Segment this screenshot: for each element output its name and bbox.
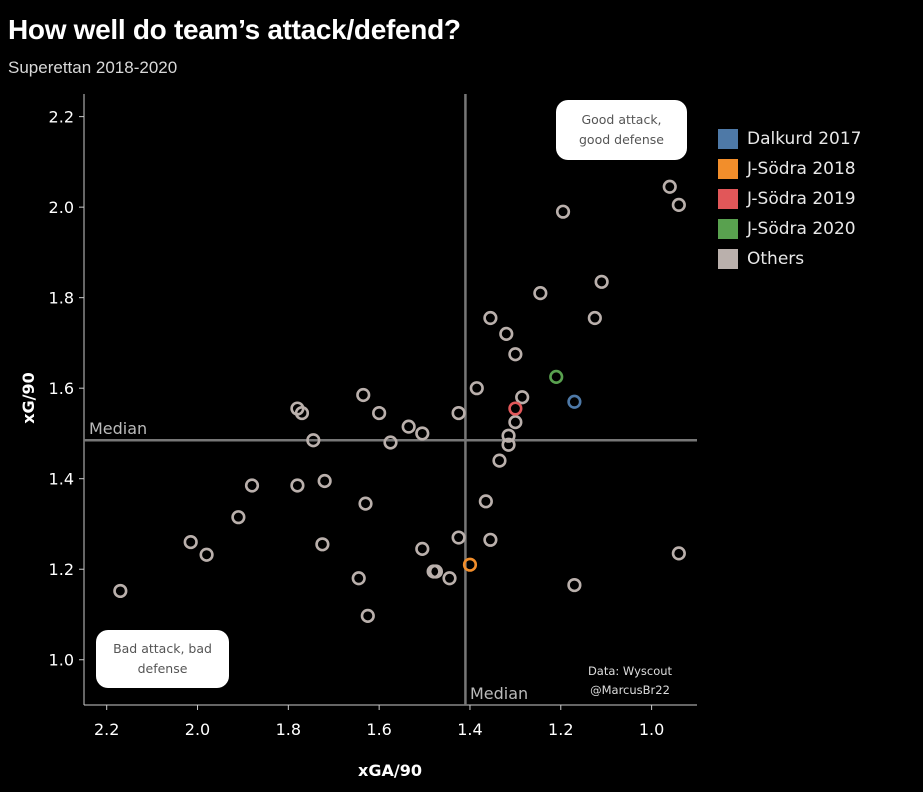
data-point[interactable]: [231, 510, 246, 525]
chart-subtitle: Superettan 2018-2020: [8, 58, 178, 77]
data-point[interactable]: [555, 204, 571, 219]
x-tick-label: 1.2: [548, 720, 573, 739]
y-tick-label: 2.2: [49, 108, 74, 127]
source-line: Data: Wyscout: [587, 664, 673, 678]
legend-swatch: [718, 249, 738, 269]
legend-swatch: [718, 219, 738, 239]
x-tick-label: 1.0: [639, 720, 664, 739]
data-point[interactable]: [358, 496, 373, 511]
data-point[interactable]: [671, 197, 686, 212]
author-line: @MarcusBr22: [590, 683, 670, 697]
x-tick-label: 2.2: [94, 720, 119, 739]
y-tick-label: 1.6: [49, 379, 74, 398]
chart-title: How well do team’s attack/defend?: [8, 14, 461, 45]
data-point[interactable]: [594, 274, 609, 289]
data-point[interactable]: [415, 426, 430, 441]
data-point[interactable]: [492, 453, 507, 468]
quadrant-label-good: Good attack, good defense: [556, 100, 687, 160]
data-point[interactable]: [478, 494, 493, 509]
data-point[interactable]: [442, 571, 457, 586]
data-point[interactable]: [383, 435, 398, 450]
data-point[interactable]: [372, 405, 387, 421]
median-lines: [84, 94, 697, 705]
x-tick-label: 2.0: [185, 720, 210, 739]
data-points: [113, 179, 686, 623]
legend-item[interactable]: J-Södra 2018: [718, 154, 861, 184]
data-point[interactable]: [356, 387, 371, 403]
data-point[interactable]: [351, 571, 366, 586]
legend-item[interactable]: Dalkurd 2017: [718, 124, 861, 154]
data-point[interactable]: [183, 534, 198, 550]
data-point[interactable]: [567, 577, 582, 593]
data-point[interactable]: [508, 347, 523, 362]
y-axis-label: xG/90: [19, 372, 38, 424]
data-point[interactable]: [401, 419, 416, 434]
data-point[interactable]: [587, 310, 602, 326]
legend-swatch: [718, 189, 738, 209]
data-point[interactable]: [290, 478, 305, 493]
y-tick-label: 1.4: [49, 470, 74, 489]
data-point[interactable]: [415, 541, 430, 556]
data-point[interactable]: [244, 478, 260, 493]
legend-label: J-Södra 2019: [747, 189, 856, 209]
data-point[interactable]: [499, 326, 514, 341]
legend-label: Others: [747, 249, 805, 269]
legend-item[interactable]: J-Södra 2020: [718, 214, 861, 244]
x-tick-label: 1.6: [366, 720, 391, 739]
y-tick-label: 1.2: [49, 560, 74, 579]
data-point[interactable]: [671, 546, 686, 561]
data-point[interactable]: [501, 428, 516, 443]
data-point[interactable]: [549, 369, 564, 384]
data-point[interactable]: [508, 415, 523, 430]
legend-item[interactable]: J-Södra 2019: [718, 184, 861, 214]
data-point[interactable]: [515, 390, 530, 405]
source-note: Data: Wyscout @MarcusBr22: [580, 662, 680, 700]
median-vertical-label: Median: [470, 684, 528, 703]
quadrant-label-bad: Bad attack, bad defense: [96, 630, 229, 688]
y-tick-label: 2.0: [49, 198, 74, 217]
data-point[interactable]: [567, 394, 582, 409]
data-point[interactable]: [317, 473, 332, 489]
data-point[interactable]: [294, 405, 310, 421]
data-point[interactable]: [501, 437, 516, 452]
x-axis-label: xGA/90: [358, 761, 422, 780]
data-point[interactable]: [451, 530, 466, 545]
legend-label: J-Södra 2018: [747, 159, 856, 179]
data-point[interactable]: [469, 381, 484, 396]
x-tick-label: 1.8: [276, 720, 301, 739]
data-point[interactable]: [508, 401, 523, 416]
data-point[interactable]: [428, 564, 444, 579]
data-point[interactable]: [451, 405, 466, 421]
legend: Dalkurd 2017 J-Södra 2018 J-Södra 2019 J-Sö…: [718, 124, 861, 274]
legend-item[interactable]: Others: [718, 244, 861, 274]
data-point[interactable]: [533, 286, 548, 301]
y-tick-label: 1.8: [49, 289, 74, 308]
data-point[interactable]: [483, 310, 498, 326]
data-point[interactable]: [462, 557, 478, 572]
legend-label: J-Södra 2020: [747, 219, 856, 239]
x-tick-label: 1.4: [457, 720, 482, 739]
data-point[interactable]: [199, 547, 214, 562]
legend-swatch: [718, 129, 738, 149]
data-point[interactable]: [483, 532, 498, 547]
data-point[interactable]: [306, 433, 321, 448]
axes: 1.0 1.2 1.4 1.6 1.8 2.0 2.2 2.2 2.0 1.8 1.6 1.4 1.2 1…: [49, 94, 697, 739]
y-tick-label: 1.0: [49, 651, 74, 670]
legend-label: Dalkurd 2017: [747, 129, 862, 149]
legend-swatch: [718, 159, 738, 179]
data-point[interactable]: [662, 179, 677, 194]
data-point[interactable]: [360, 608, 375, 623]
data-point[interactable]: [315, 537, 330, 552]
median-horizontal-label: Median: [89, 419, 147, 438]
data-point[interactable]: [113, 583, 128, 599]
